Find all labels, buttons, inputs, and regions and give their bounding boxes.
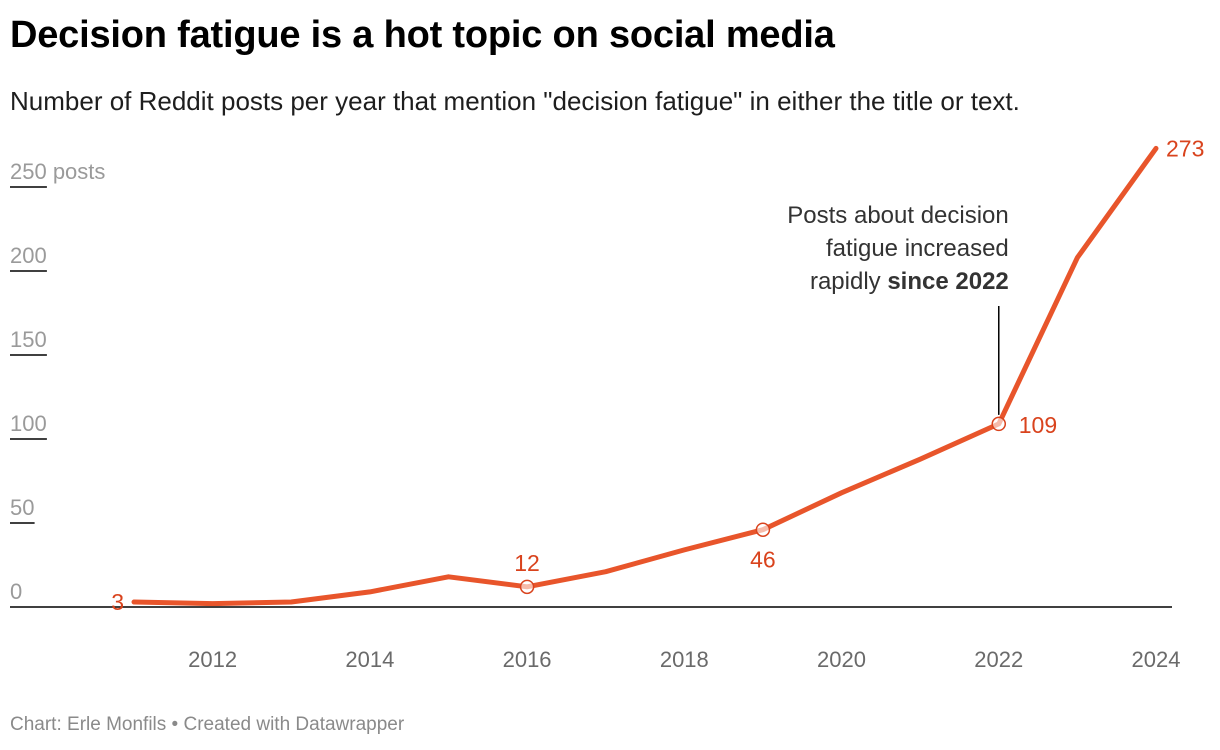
chart-subtitle: Number of Reddit posts per year that men… (10, 86, 1020, 116)
data-label: 12 (514, 550, 540, 576)
annotation-text: rapidly since 2022 (810, 268, 1009, 295)
annotation-span: rapidly (810, 268, 887, 295)
x-tick-label: 2016 (503, 647, 552, 672)
x-tick-label: 2022 (974, 647, 1023, 672)
x-tick-label: 2020 (817, 647, 866, 672)
x-tick-label: 2024 (1132, 647, 1181, 672)
x-axis: 2012 2014 2016 2018 2020 2022 2024 (188, 647, 1180, 672)
chart-footer: Chart: Erle Monfils • Created with Dataw… (10, 714, 405, 735)
annotation-emphasis: since 2022 (887, 268, 1008, 295)
data-label: 273 (1166, 135, 1204, 161)
x-tick-label: 2014 (345, 647, 394, 672)
data-point-marker (519, 579, 535, 595)
annotation-text: fatigue increased (826, 235, 1009, 262)
series-group (131, 145, 1159, 607)
data-label: 46 (750, 547, 776, 573)
data-label: 3 (111, 589, 124, 615)
data-point-marker (755, 522, 771, 537)
x-tick-label: 2018 (660, 647, 709, 672)
y-tick-label: 150 (10, 327, 47, 352)
y-axis: 0 50 100 150 200 250 posts (10, 159, 1172, 608)
y-tick-label: 250 posts (10, 159, 105, 184)
annotation: Posts about decision fatigue increased rap… (787, 202, 1009, 415)
annotation-text: Posts about decision (787, 202, 1008, 229)
y-tick-label: 200 (10, 243, 47, 268)
annotation-span: fatigue increased (826, 235, 1009, 262)
chart-title: Decision fatigue is a hot topic on socia… (10, 14, 835, 56)
x-tick-label: 2012 (188, 647, 237, 672)
annotation-span: Posts about decision (787, 202, 1008, 229)
y-tick-label: 100 (10, 411, 47, 436)
data-point-marker (991, 416, 1007, 432)
y-tick-label: 0 (10, 579, 22, 604)
y-tick-label: 50 (10, 495, 34, 520)
series-line (131, 145, 1159, 607)
data-label: 109 (1019, 412, 1057, 438)
data-labels: 3 12 46 109 273 (111, 135, 1204, 615)
